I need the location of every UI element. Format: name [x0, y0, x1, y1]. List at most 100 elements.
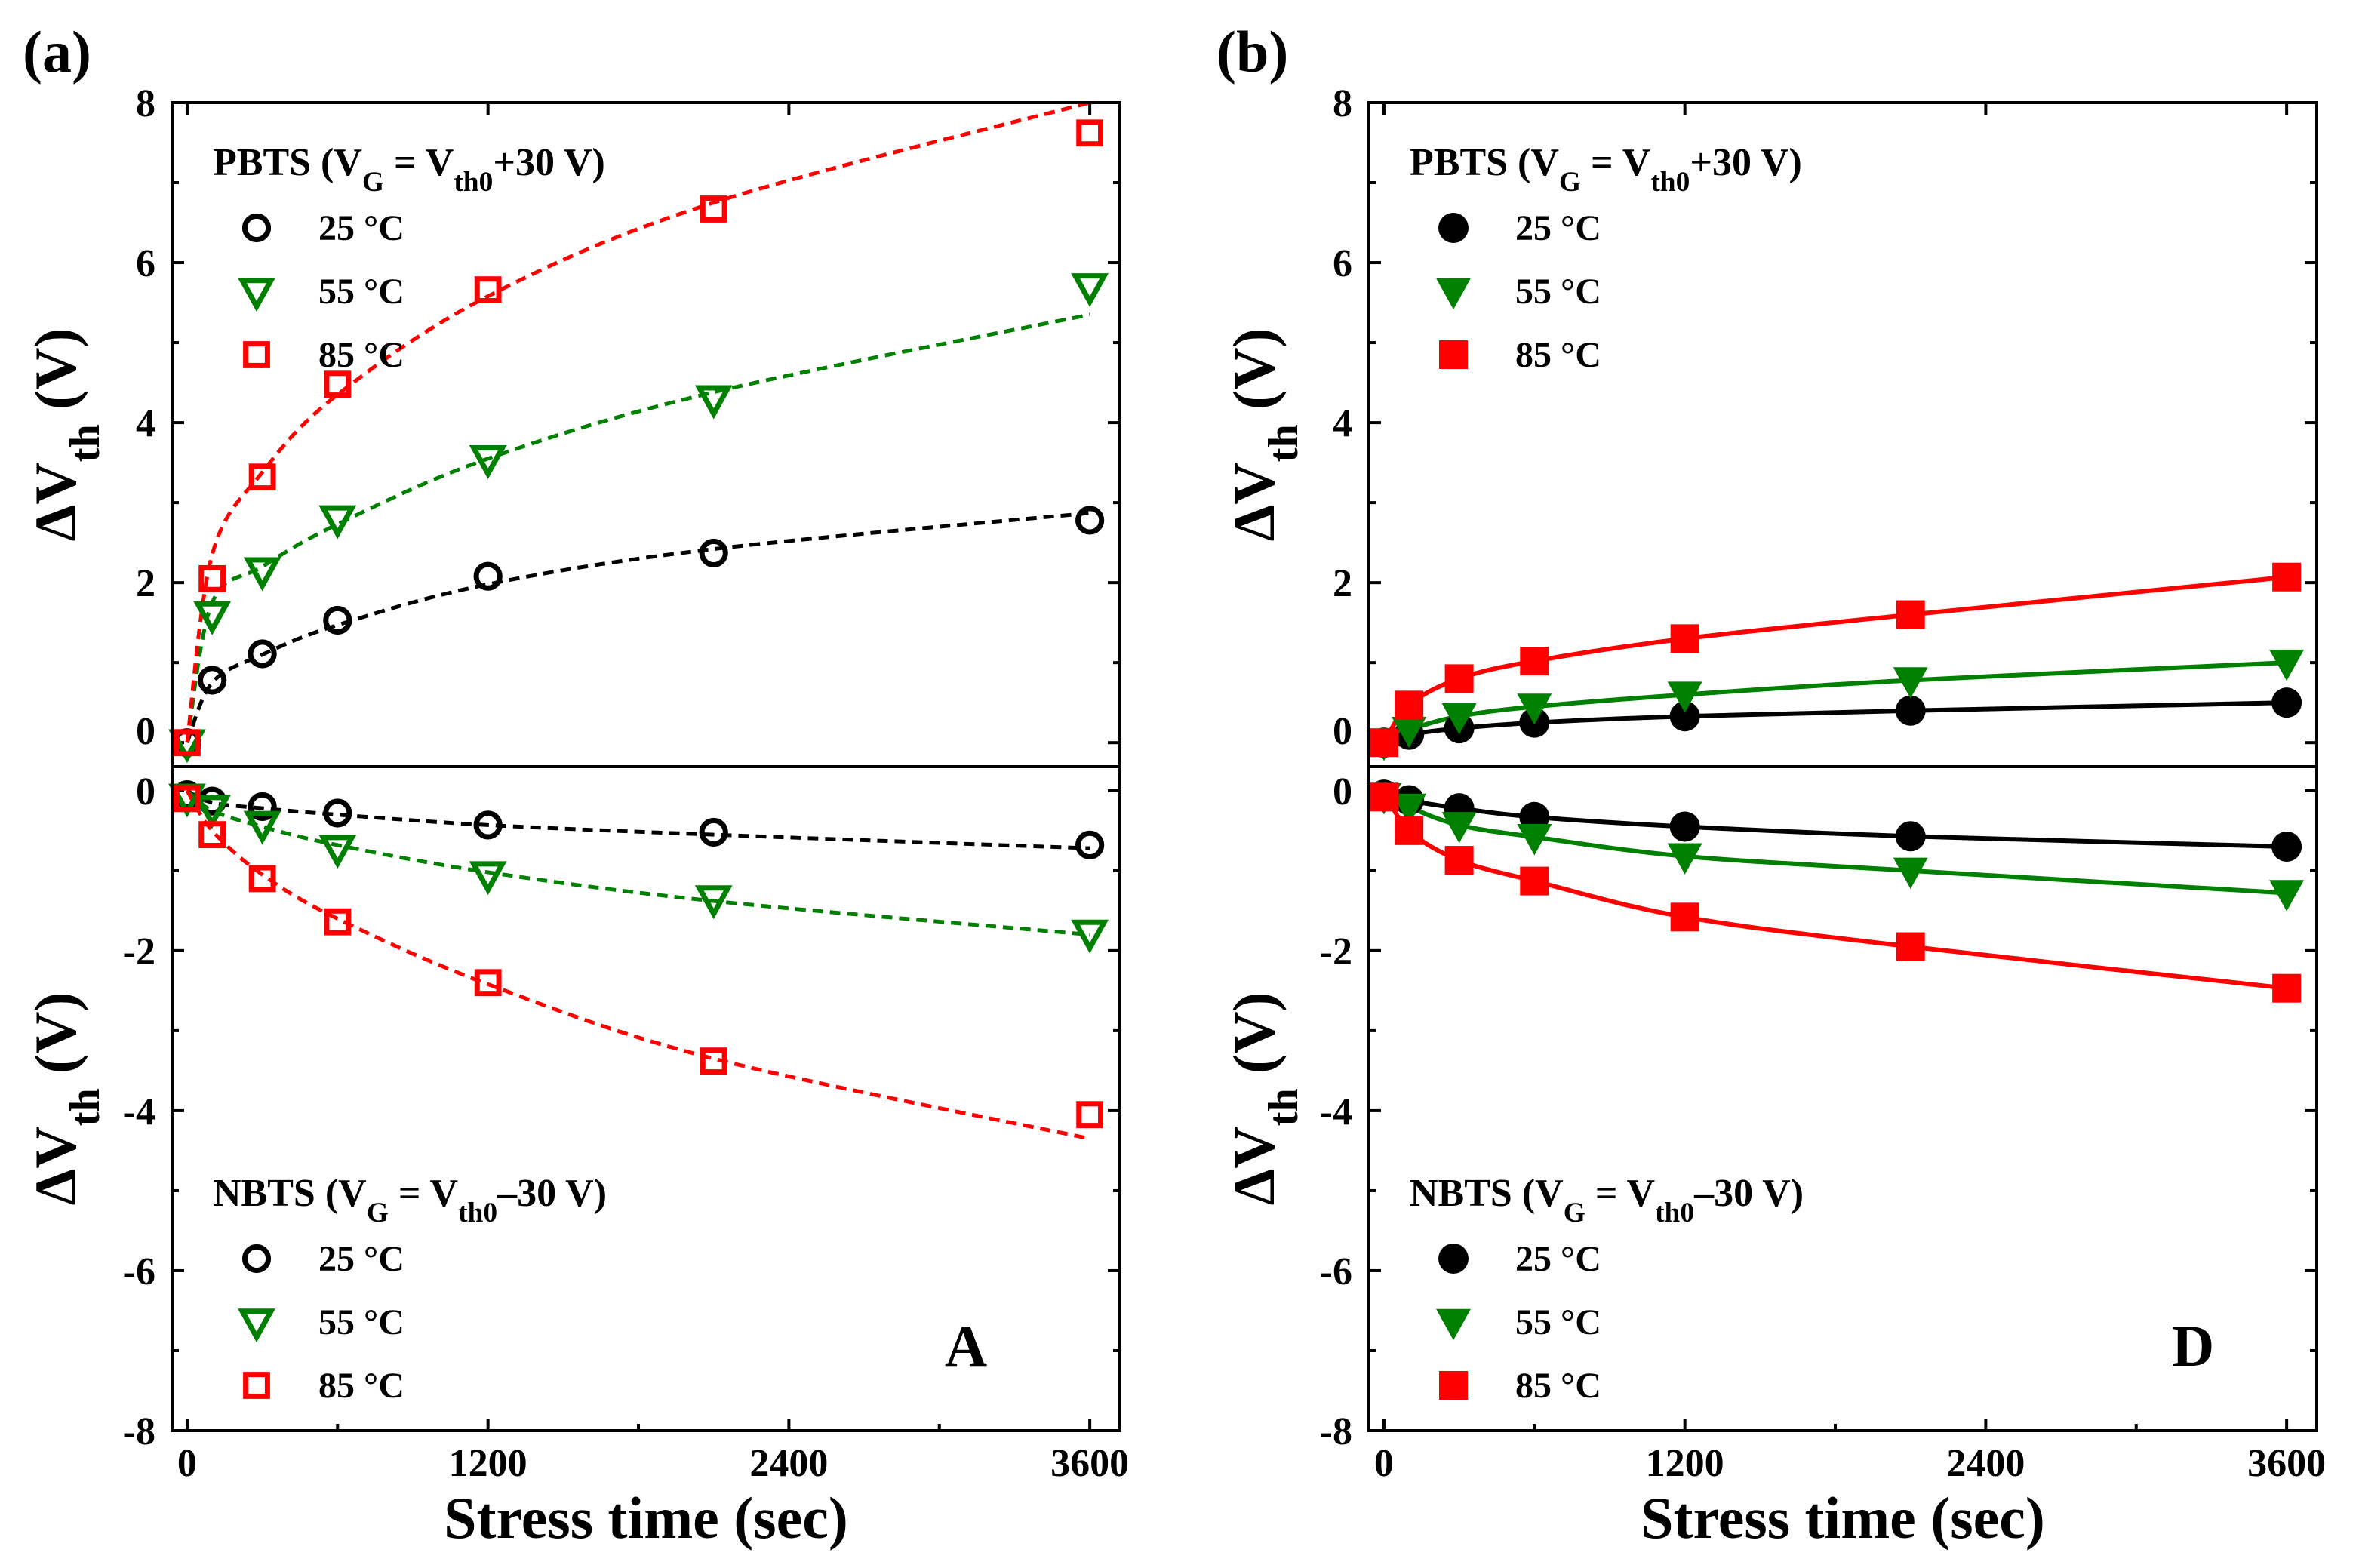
x-tick-label: 1200 [449, 1442, 527, 1485]
x-tick-label: 0 [1374, 1442, 1394, 1485]
fit-line-85-c [185, 789, 1090, 1141]
legend-label: 25 °C [318, 208, 404, 248]
fit-line-55-c [1382, 660, 2287, 745]
legend-marker-25-c [1438, 213, 1469, 243]
data-point-85-c [1395, 816, 1424, 845]
data-point-25-c [2271, 687, 2302, 718]
data-point-55-c [1893, 667, 1928, 699]
data-point-85-c [174, 729, 201, 757]
x-axis-title: Stress time (sec) [1641, 1485, 2045, 1551]
panel-label: (b) [1216, 19, 1288, 85]
data-point-25-c [1669, 811, 1700, 842]
y-tick-label: -4 [123, 1090, 155, 1133]
legend-top: PBTS (VG = Vth0+30 V) 25 °C 55 °C 85 °C [1410, 141, 1802, 375]
y-tick-label: 0 [1333, 710, 1352, 753]
legend-marker-55-c [238, 278, 275, 312]
data-point-85-c [1670, 902, 1699, 932]
x-tick-label: 2400 [1946, 1442, 2025, 1485]
y-axis-title: ΔVth (V) [1221, 992, 1307, 1206]
data-point-55-c [1071, 919, 1109, 954]
y-tick-label: 2 [1333, 562, 1352, 605]
panel-b: (b) 0 2 4 6 8 ΔVth (V) PBTS (VG = Vth0+30 V) 25 … [1216, 19, 2326, 1551]
y-tick-label: 6 [1333, 242, 1352, 285]
x-tick-label: 2400 [749, 1442, 828, 1485]
corner-letter: A [945, 1313, 987, 1379]
data-point-55-c [193, 601, 232, 635]
legend-label: 25 °C [318, 1239, 404, 1279]
legend-label: 55 °C [1515, 272, 1601, 312]
data-point-25-c [323, 605, 352, 635]
subplot-bottom: 0 -2 -4 -6 -8 0 1200 2400 3600 ΔVth (V) NBTS (VG =… [1221, 765, 2326, 1485]
x-tick-label: 3600 [2247, 1442, 2326, 1485]
plot-frame-bottom [1367, 765, 2318, 1432]
data-point-25-c [699, 538, 728, 568]
legend-marker-55-c [1436, 278, 1471, 310]
legend-title: NBTS (VG = Vth0–30 V) [213, 1172, 607, 1228]
y-tick-label: -8 [1320, 1410, 1352, 1453]
data-point-25-c [699, 817, 728, 847]
data-point-25-c [473, 810, 503, 840]
y-tick-label: 8 [136, 82, 155, 125]
legend-label: 85 °C [1515, 335, 1601, 375]
data-point-85-c [1896, 600, 1925, 629]
legend-label: 25 °C [1515, 208, 1601, 248]
legend-marker-25-c [241, 1244, 272, 1274]
data-point-85-c [1670, 624, 1699, 653]
y-tick-label: 0 [1333, 770, 1352, 813]
data-point-85-c [174, 785, 201, 813]
data-point-25-c [2271, 832, 2302, 862]
data-point-55-c [1893, 857, 1928, 889]
legend-bottom: NBTS (VG = Vth0–30 V) 25 °C 55 °C 85 °C [213, 1172, 607, 1406]
data-point-55-c [694, 385, 733, 420]
y-tick-label: -2 [1320, 930, 1352, 973]
data-point-25-c [1075, 830, 1105, 860]
fit-line-25-c [186, 789, 1090, 850]
data-point-55-c [469, 445, 507, 479]
data-point-55-c [193, 795, 232, 829]
data-point-85-c [700, 1047, 727, 1075]
y-tick-label: 0 [136, 710, 155, 753]
x-axis-title: Stress time (sec) [444, 1485, 848, 1551]
data-point-85-c [474, 276, 502, 303]
data-point-85-c [248, 463, 276, 491]
data-point-85-c [324, 370, 352, 398]
data-point-55-c [1517, 693, 1552, 725]
subplot-top: 0 2 4 6 8 ΔVth (V) PBTS (VG = Vth0+30 V) 25 °C 5… [1221, 82, 2318, 768]
y-tick-label: 0 [136, 770, 155, 813]
fit-line-85-c [185, 100, 1090, 743]
x-tick-label: 1200 [1646, 1442, 1724, 1485]
data-point-85-c [2272, 973, 2302, 1003]
legend-marker-25-c [1438, 1244, 1469, 1274]
x-tick-label: 3600 [1050, 1442, 1129, 1485]
data-point-25-c [248, 639, 277, 669]
data-point-55-c [318, 835, 357, 869]
data-point-85-c [1520, 647, 1549, 676]
data-point-25-c [198, 666, 227, 695]
data-point-55-c [1392, 716, 1427, 749]
data-point-85-c [474, 969, 502, 997]
legend-marker-85-c [1439, 340, 1468, 369]
subplot-bottom: 0 -2 -4 -6 -8 0 1200 2400 3600 ΔVth (V) NBTS (VG =… [23, 765, 1129, 1485]
data-point-25-c [473, 561, 503, 591]
data-point-55-c [1667, 681, 1702, 713]
legend-marker-25-c [241, 213, 272, 243]
data-point-85-c [248, 865, 276, 893]
data-point-55-c [243, 557, 281, 592]
y-tick-label: 4 [1333, 402, 1352, 445]
plot-frame-bottom [171, 765, 1121, 1432]
legend-marker-55-c [1436, 1308, 1471, 1341]
data-point-85-c [198, 821, 226, 849]
y-tick-label: -8 [123, 1410, 155, 1453]
legend-top: PBTS (VG = Vth0+30 V) 25 °C 55 °C 85 °C [213, 141, 605, 375]
panel-a: (a) 0 2 4 6 8 ΔVth (V) PBTS (VG = Vth0+30 V) 25 … [23, 19, 1129, 1551]
legend-label: 85 °C [1515, 1366, 1601, 1406]
fit-line-55-c [186, 789, 1090, 937]
legend-label: 55 °C [1515, 1302, 1601, 1342]
data-point-85-c [1444, 664, 1474, 693]
legend-title: PBTS (VG = Vth0+30 V) [213, 141, 605, 198]
data-point-55-c [243, 810, 281, 845]
data-point-25-c [1895, 821, 1926, 852]
y-axis-title: ΔVth (V) [1221, 328, 1307, 542]
data-point-55-c [2269, 649, 2305, 681]
